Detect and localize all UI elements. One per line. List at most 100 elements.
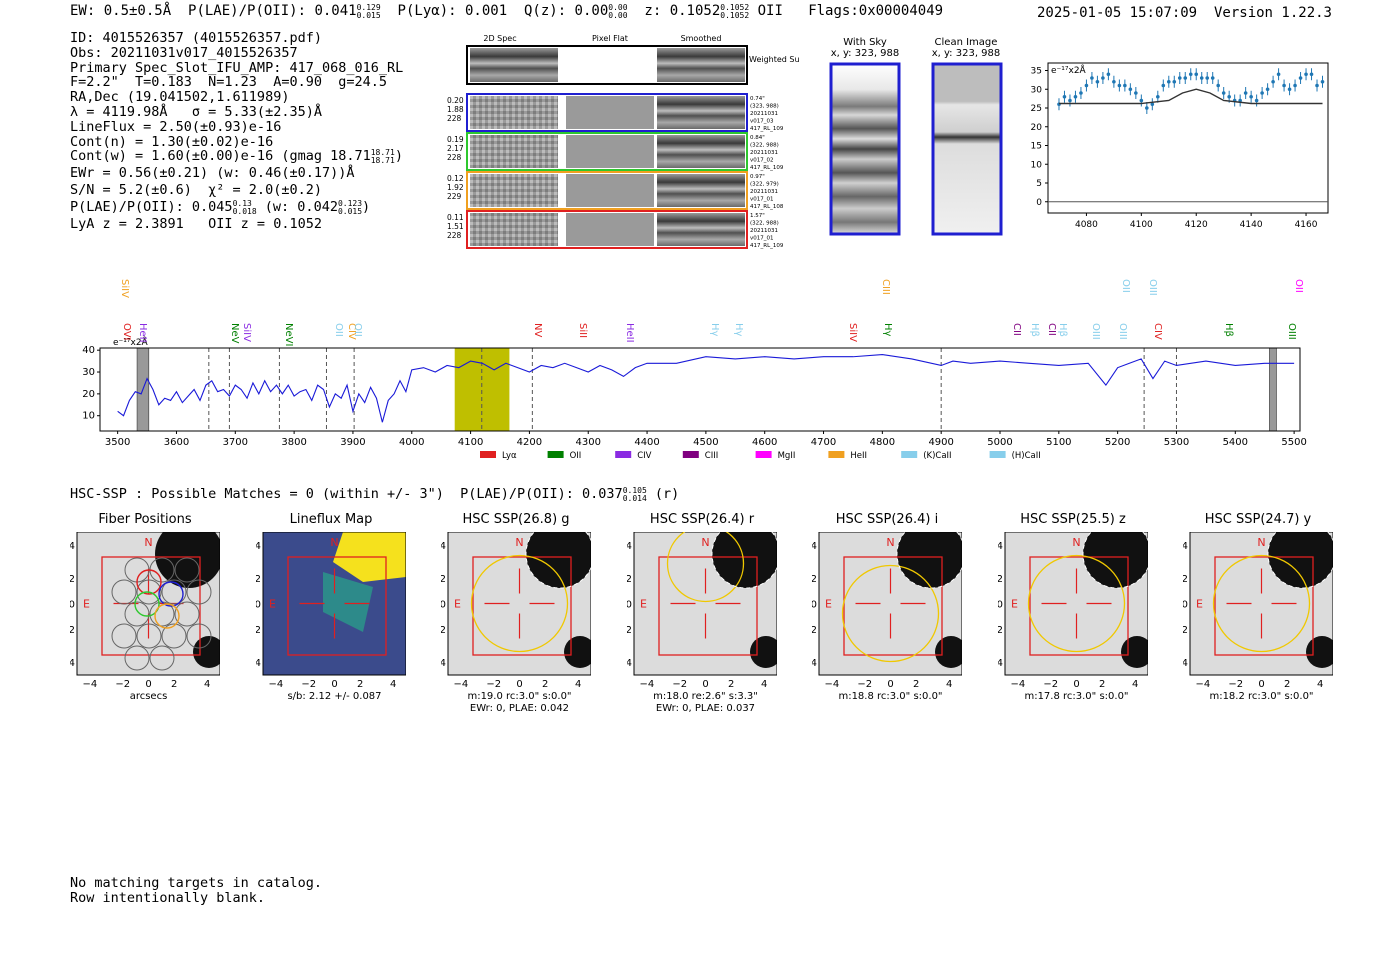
hsc-xtick-label: 0: [1258, 679, 1264, 690]
info-lambda: λ = 4119.98Å σ = 5.33(±2.35)Å: [70, 103, 322, 120]
catalog-ellipse: [1267, 532, 1333, 589]
cutout-right-label: 417_RL_108: [750, 204, 784, 210]
spectrum-xtick-label: 4000: [399, 437, 424, 448]
hsc-xtick-label: −2: [115, 679, 130, 690]
hsc-xtick-label: −4: [1195, 679, 1210, 690]
spectrum-ion-label: OII: [333, 323, 344, 337]
cutout-right-label: 417_RL_109: [750, 126, 784, 132]
fiber-circle: [186, 579, 212, 605]
zoom-data-point: [1210, 76, 1215, 80]
info-plae: P(LAE)/P(OII): 0.0450.13 0.018 (w: 0.0420…: [70, 199, 371, 217]
hsc-ytick-label: 2: [256, 625, 261, 636]
zoom-data-point: [1254, 98, 1259, 103]
plae-range: 0.129 0.015: [356, 3, 381, 20]
compass-e: E: [454, 598, 461, 611]
datetime: 2025-01-05 15:07:09: [1036, 5, 1198, 21]
spectrum-ion-label: OIII: [1147, 279, 1158, 296]
cutout-right-label: 1.57": [750, 213, 765, 219]
spectrum-xtick-label: 4700: [811, 437, 836, 448]
hsc-ytick-label: 0: [1183, 600, 1188, 611]
spectrum-ytick-label: 10: [82, 411, 95, 422]
hsc-xtick-label: 2: [913, 679, 919, 690]
spectrum-ion-label: OIII: [1117, 323, 1128, 340]
hsc-panel-title: Fiber Positions: [98, 512, 192, 527]
catalog-ellipse: [1082, 532, 1148, 589]
spectrum-highlight: [454, 348, 510, 431]
zoom-xtick-label: 4080: [1075, 220, 1098, 230]
zoom-ytick-label: 35: [1031, 67, 1042, 77]
legend-label: (K)CaII: [923, 451, 951, 460]
zoom-ytick-label: 0: [1036, 198, 1042, 208]
cutout-right-label: 0.74": [750, 96, 765, 102]
hsc-ytick-label: 4: [998, 658, 1003, 669]
detection-info: ID: 4015526357 (4015526357.pdf) Obs: 202…: [70, 31, 403, 232]
info-lineflux: LineFlux = 2.50(±0.93)e-16: [70, 118, 282, 135]
zoom-data-point: [1304, 72, 1308, 77]
hsc-xtick-label: −4: [1010, 679, 1025, 690]
hsc-xtick-label: −4: [824, 679, 839, 690]
hsc-ytick-label: 0: [998, 600, 1003, 611]
search-box: [658, 556, 758, 656]
hsc-frame: [818, 532, 962, 676]
spectrum-ytick-label: 20: [82, 389, 95, 400]
compass-n: N: [886, 536, 894, 549]
catalog-ellipse: [711, 532, 777, 589]
hsc-ytick-label: −2: [256, 574, 261, 585]
hsc-ytick-label: −2: [812, 574, 817, 585]
cutout-title-pixelflat: Pixel Flat: [592, 34, 628, 43]
hsc-frame: [262, 532, 406, 676]
spectrum-ion-label: OIII: [1286, 323, 1297, 340]
spectrum-xtick-label: 3600: [164, 437, 189, 448]
weighted-sum-smoothed: [657, 48, 745, 82]
hsc-frame: [1004, 532, 1148, 676]
hsc-panel-title: HSC SSP(26.8) g: [462, 512, 570, 527]
compass-e: E: [1196, 598, 1203, 611]
cutout-right-label: v017_03: [750, 119, 774, 125]
cutout-smoothed: [657, 174, 745, 207]
hsc-ytick-label: −2: [70, 574, 75, 585]
hsc-caption-2: EWr: 0, PLAE: 0.042: [470, 703, 569, 714]
spectrum-xtick-label: 4500: [693, 437, 718, 448]
search-box: [1029, 556, 1129, 656]
zoom-xtick-label: 4140: [1240, 220, 1263, 230]
cutout-2dspec: [470, 135, 558, 168]
info-ewr: EWr = 0.56(±0.21) (w: 0.46(±0.17))Å: [70, 165, 355, 182]
cutout-right-label: (322, 988): [750, 221, 779, 227]
spectrum-ion-label: Hγ: [709, 323, 720, 337]
hsc-ytick-label: 2: [627, 625, 632, 636]
cutout-pixelflat: [566, 213, 654, 246]
zoom-data-point: [1298, 76, 1303, 80]
compass-n: N: [330, 536, 338, 549]
info-contw: Cont(w) = 1.60(±0.00)e-16 (gmag 18.7118.…: [70, 148, 403, 166]
hsc-ytick-label: −2: [998, 574, 1003, 585]
hsc-ytick-label: 4: [812, 658, 817, 669]
zoom-data-point: [1183, 76, 1188, 80]
hsc-header: HSC-SSP : Possible Matches = 0 (within +…: [70, 486, 680, 503]
fiber-circle: [111, 579, 137, 605]
hsc-xtick-label: −4: [639, 679, 654, 690]
hsc-caption: m:17.8 rc:3.0" s:0.0": [1024, 691, 1128, 702]
legend-swatch: [682, 451, 699, 458]
weighted-sum-label: Weighted Sum: [749, 55, 800, 64]
hsc-xtick-label: 4: [204, 679, 210, 690]
info-slot: Primary Spec_Slot_IFU_AMP: 417_068_016_R…: [70, 59, 404, 76]
aperture-circle: [666, 532, 745, 603]
fiber-circle: [161, 623, 187, 649]
cutout-right-label: 20211031: [750, 189, 778, 195]
hsc-ytick-label: 4: [441, 658, 446, 669]
footer-line-2: Row intentionally blank.: [70, 890, 266, 906]
zoom-data-point: [1172, 79, 1177, 84]
hsc-xtick-label: 4: [390, 679, 396, 690]
spectrum-ion-label: Hβ: [1029, 323, 1040, 337]
legend-label: HeII: [850, 451, 867, 460]
zoom-data-point: [1320, 79, 1325, 84]
aperture-circle: [1027, 554, 1126, 653]
cutout-left-label: 228: [447, 114, 462, 123]
hsc-xtick-label: 2: [1099, 679, 1105, 690]
with-sky-image: [829, 62, 901, 236]
hsc-ytick-label: 4: [627, 658, 632, 669]
zoom-data-point: [1216, 83, 1220, 88]
spectrum-xtick-label: 4900: [928, 437, 953, 448]
compass-e: E: [83, 598, 90, 611]
z-range: 0.1052 0.1052: [720, 3, 750, 20]
